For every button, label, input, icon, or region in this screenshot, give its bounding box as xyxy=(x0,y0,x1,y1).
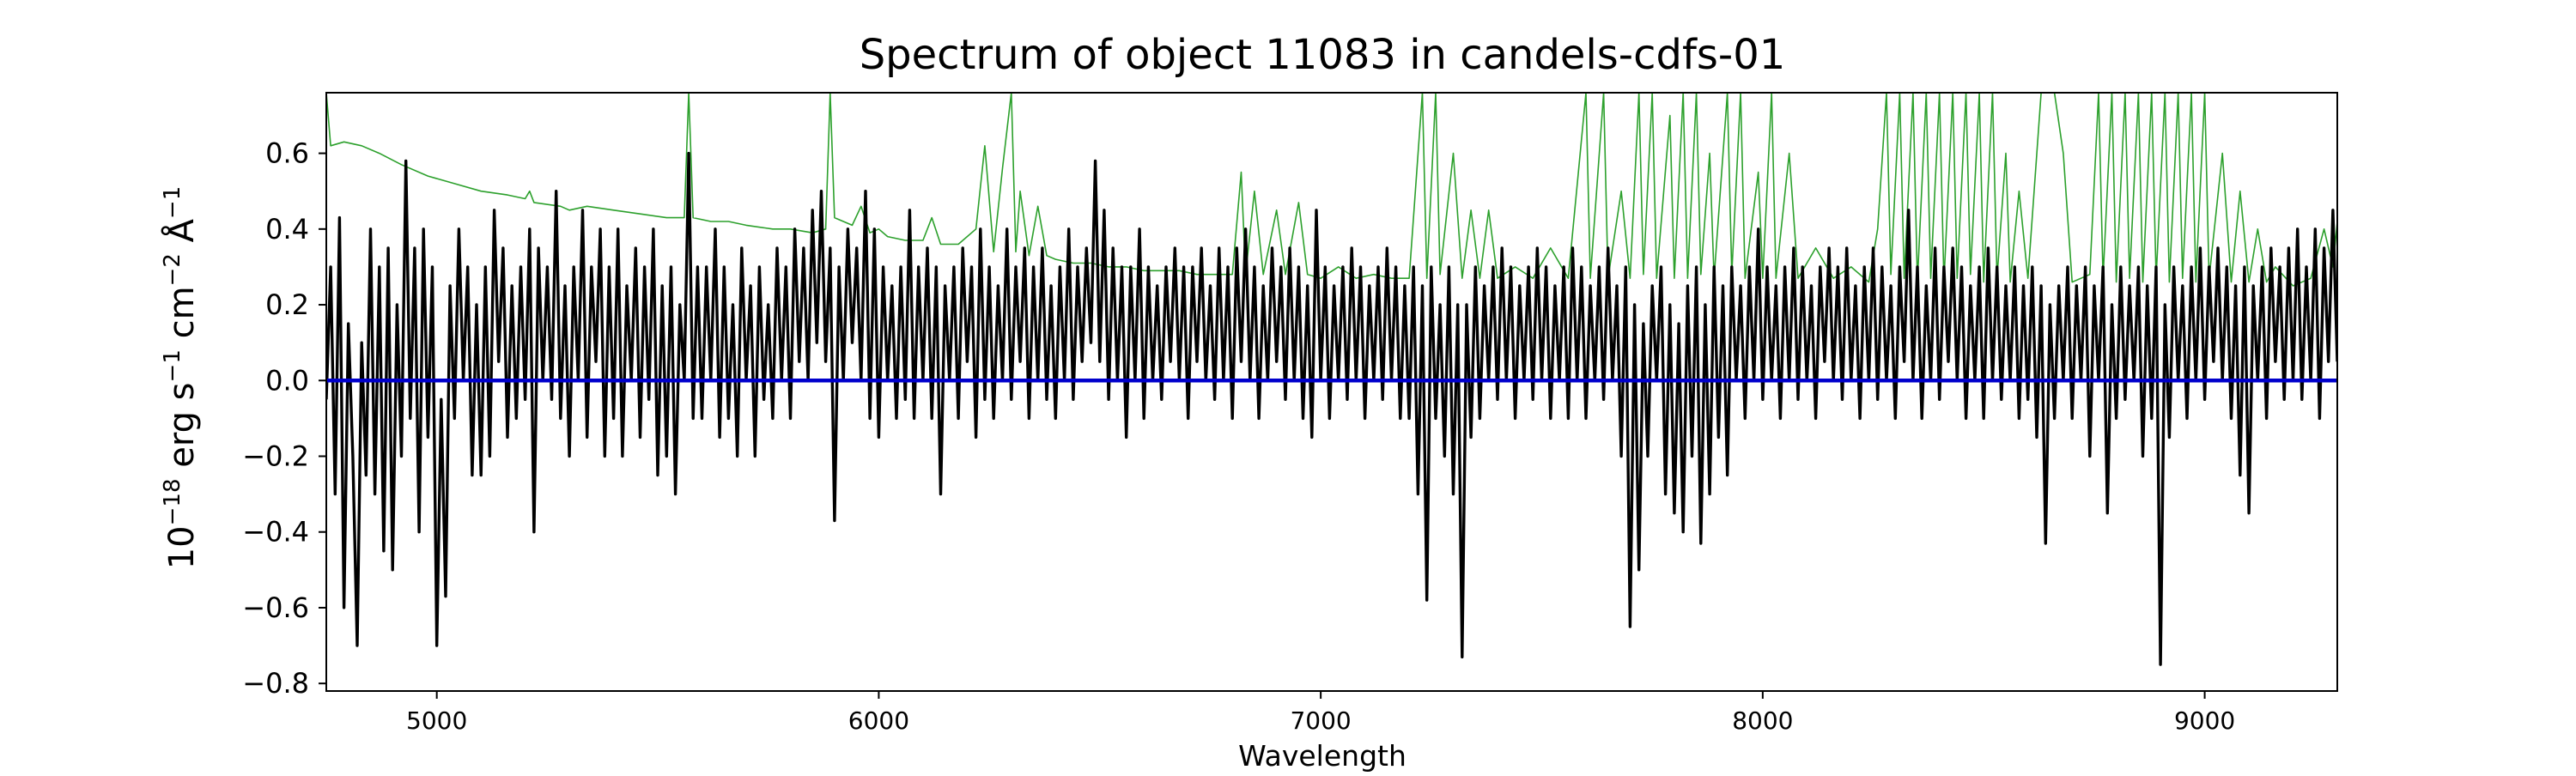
x-tick-label: 6000 xyxy=(848,706,909,735)
y-tick-label: −0.2 xyxy=(242,440,309,472)
y-tick-label: 0.6 xyxy=(265,137,309,170)
x-axis-label: Wavelength xyxy=(1238,739,1406,773)
series-group xyxy=(326,93,2337,666)
plot-frame xyxy=(325,92,2338,692)
x-tick-label: 9000 xyxy=(2174,706,2235,735)
y-tick-label: −0.4 xyxy=(242,516,309,549)
y-tick-label: −0.8 xyxy=(242,667,309,700)
y-axis: 0.6 0.4 0.2 0.0 −0.2 −0.4 −0.6 −0.8 xyxy=(242,137,326,700)
error-series-line xyxy=(326,93,2337,287)
flux-series-line xyxy=(326,151,2337,666)
x-tick-label: 5000 xyxy=(406,706,467,735)
y-axis-label: 10−18 erg s−1 cm−2 Å−1 xyxy=(160,186,202,570)
x-tick-label: 7000 xyxy=(1290,706,1351,735)
plot-area xyxy=(325,92,2338,692)
chart-title: Spectrum of object 11083 in candels-cdfs… xyxy=(860,31,1786,79)
y-tick-label: 0.4 xyxy=(265,213,309,246)
y-tick-label: 0.2 xyxy=(265,288,309,321)
y-tick-label: 0.0 xyxy=(265,364,309,397)
x-axis: 5000 6000 7000 8000 9000 xyxy=(406,691,2235,735)
x-tick-label: 8000 xyxy=(1732,706,1793,735)
y-tick-label: −0.6 xyxy=(242,591,309,624)
